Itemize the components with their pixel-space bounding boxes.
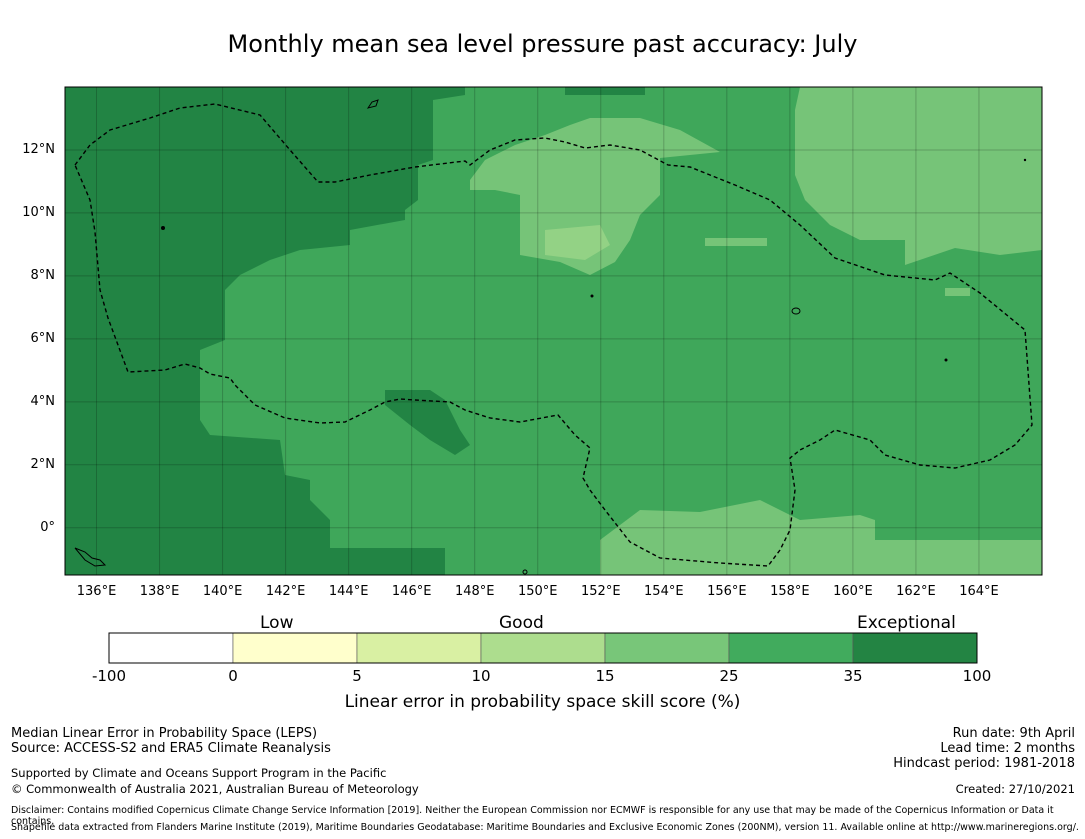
longitude-tick-label: 144°E xyxy=(328,584,369,599)
latitude-tick-label: 4°N xyxy=(30,393,56,409)
colorbar-tick-label: -100 xyxy=(91,667,127,685)
colorbar-tick-label: 5 xyxy=(352,667,362,685)
colorbar-segment xyxy=(852,632,978,664)
longitude-tick-label: 142°E xyxy=(265,584,306,599)
longitude-tick-label: 164°E xyxy=(959,584,999,599)
footer-lead-time: Lead time: 2 months xyxy=(940,741,1075,756)
island-dot-1 xyxy=(161,226,165,230)
island-dot-2 xyxy=(590,294,594,298)
good-mid-region-east xyxy=(795,87,1042,265)
exceptional-region-north xyxy=(565,87,645,95)
colorbar-segment xyxy=(480,632,606,664)
footer-created: Created: 27/10/2021 xyxy=(955,782,1075,796)
chart-title: Monthly mean sea level pressure past acc… xyxy=(227,30,858,58)
colorbar-segment xyxy=(356,632,482,664)
category-label-exceptional: Exceptional xyxy=(857,613,956,633)
longitude-tick-label: 150°E xyxy=(517,584,558,599)
latitude-tick-label: 0° xyxy=(40,519,55,535)
good-mid-region-south xyxy=(600,500,1042,575)
footer-run-date: Run date: 9th April xyxy=(952,726,1075,741)
longitude-tick-label: 138°E xyxy=(139,584,180,599)
colorbar-frame xyxy=(108,632,978,664)
colorbar-segment xyxy=(232,632,358,664)
exceptional-region-central xyxy=(385,390,470,455)
colorbar-tick-label: 10 xyxy=(471,667,491,685)
longitude-tick-label: 158°E xyxy=(770,584,810,599)
footer-method: Median Linear Error in Probability Space… xyxy=(11,726,318,741)
colorbar-segment xyxy=(604,632,730,664)
colorbar-tick-label: 100 xyxy=(962,667,992,685)
latitude-tick-label: 2°N xyxy=(30,456,56,472)
footer-copyright: © Commonwealth of Australia 2021, Austra… xyxy=(11,782,419,796)
longitude-tick-label: 152°E xyxy=(581,584,621,599)
longitude-tick-label: 146°E xyxy=(391,584,432,599)
island-dot-5 xyxy=(522,569,528,575)
category-label-good: Good xyxy=(499,613,544,633)
footer-source: Source: ACCESS-S2 and ERA5 Climate Reana… xyxy=(11,741,331,756)
good-mid-region-central xyxy=(470,118,720,275)
colorbar-segment xyxy=(728,632,854,664)
colorbar-tick-label: 15 xyxy=(595,667,615,685)
colorbar-tick-label: 35 xyxy=(843,667,863,685)
longitude-tick-label: 160°E xyxy=(833,584,873,599)
footer-hindcast: Hindcast period: 1981-2018 xyxy=(893,756,1075,771)
eez-boundary xyxy=(74,103,1033,567)
longitude-tick-label: 156°E xyxy=(707,584,747,599)
longitude-tick-label: 148°E xyxy=(454,584,495,599)
island-north xyxy=(366,99,379,109)
island-dot-3 xyxy=(944,358,948,362)
longitude-tick-label: 162°E xyxy=(896,584,936,599)
latitude-tick-label: 8°N xyxy=(30,267,56,283)
latitude-tick-label: 6°N xyxy=(30,330,56,346)
longitude-tick-label: 140°E xyxy=(202,584,243,599)
map-frame xyxy=(64,86,1043,576)
colorbar-title: Linear error in probability space skill … xyxy=(344,692,741,712)
latitude-tick-label: 10°N xyxy=(22,204,55,220)
good-mid-patch-1 xyxy=(705,238,767,246)
longitude-tick-label: 136°E xyxy=(76,584,117,599)
footer-disclaimer: Disclaimer: Contains modified Copernicus… xyxy=(11,805,1054,827)
latitude-tick-label: 12°N xyxy=(22,141,55,157)
footer-support: Supported by Climate and Oceans Support … xyxy=(11,766,387,780)
exceptional-region-west xyxy=(65,87,465,575)
island-dot-4 xyxy=(1023,158,1027,162)
longitude-tick-label: 154°E xyxy=(644,584,684,599)
island-atoll-east xyxy=(791,307,801,315)
good-low-patch xyxy=(545,225,610,260)
colorbar-tick-label: 0 xyxy=(228,667,238,685)
good-mid-patch-2 xyxy=(945,288,970,296)
category-label-low: Low xyxy=(260,613,294,633)
footer-shapefile: Shapefile data extracted from Flanders M… xyxy=(11,822,1079,833)
colorbar-tick-label: 25 xyxy=(719,667,739,685)
island-southwest xyxy=(74,547,107,567)
colorbar-segment xyxy=(108,632,234,664)
